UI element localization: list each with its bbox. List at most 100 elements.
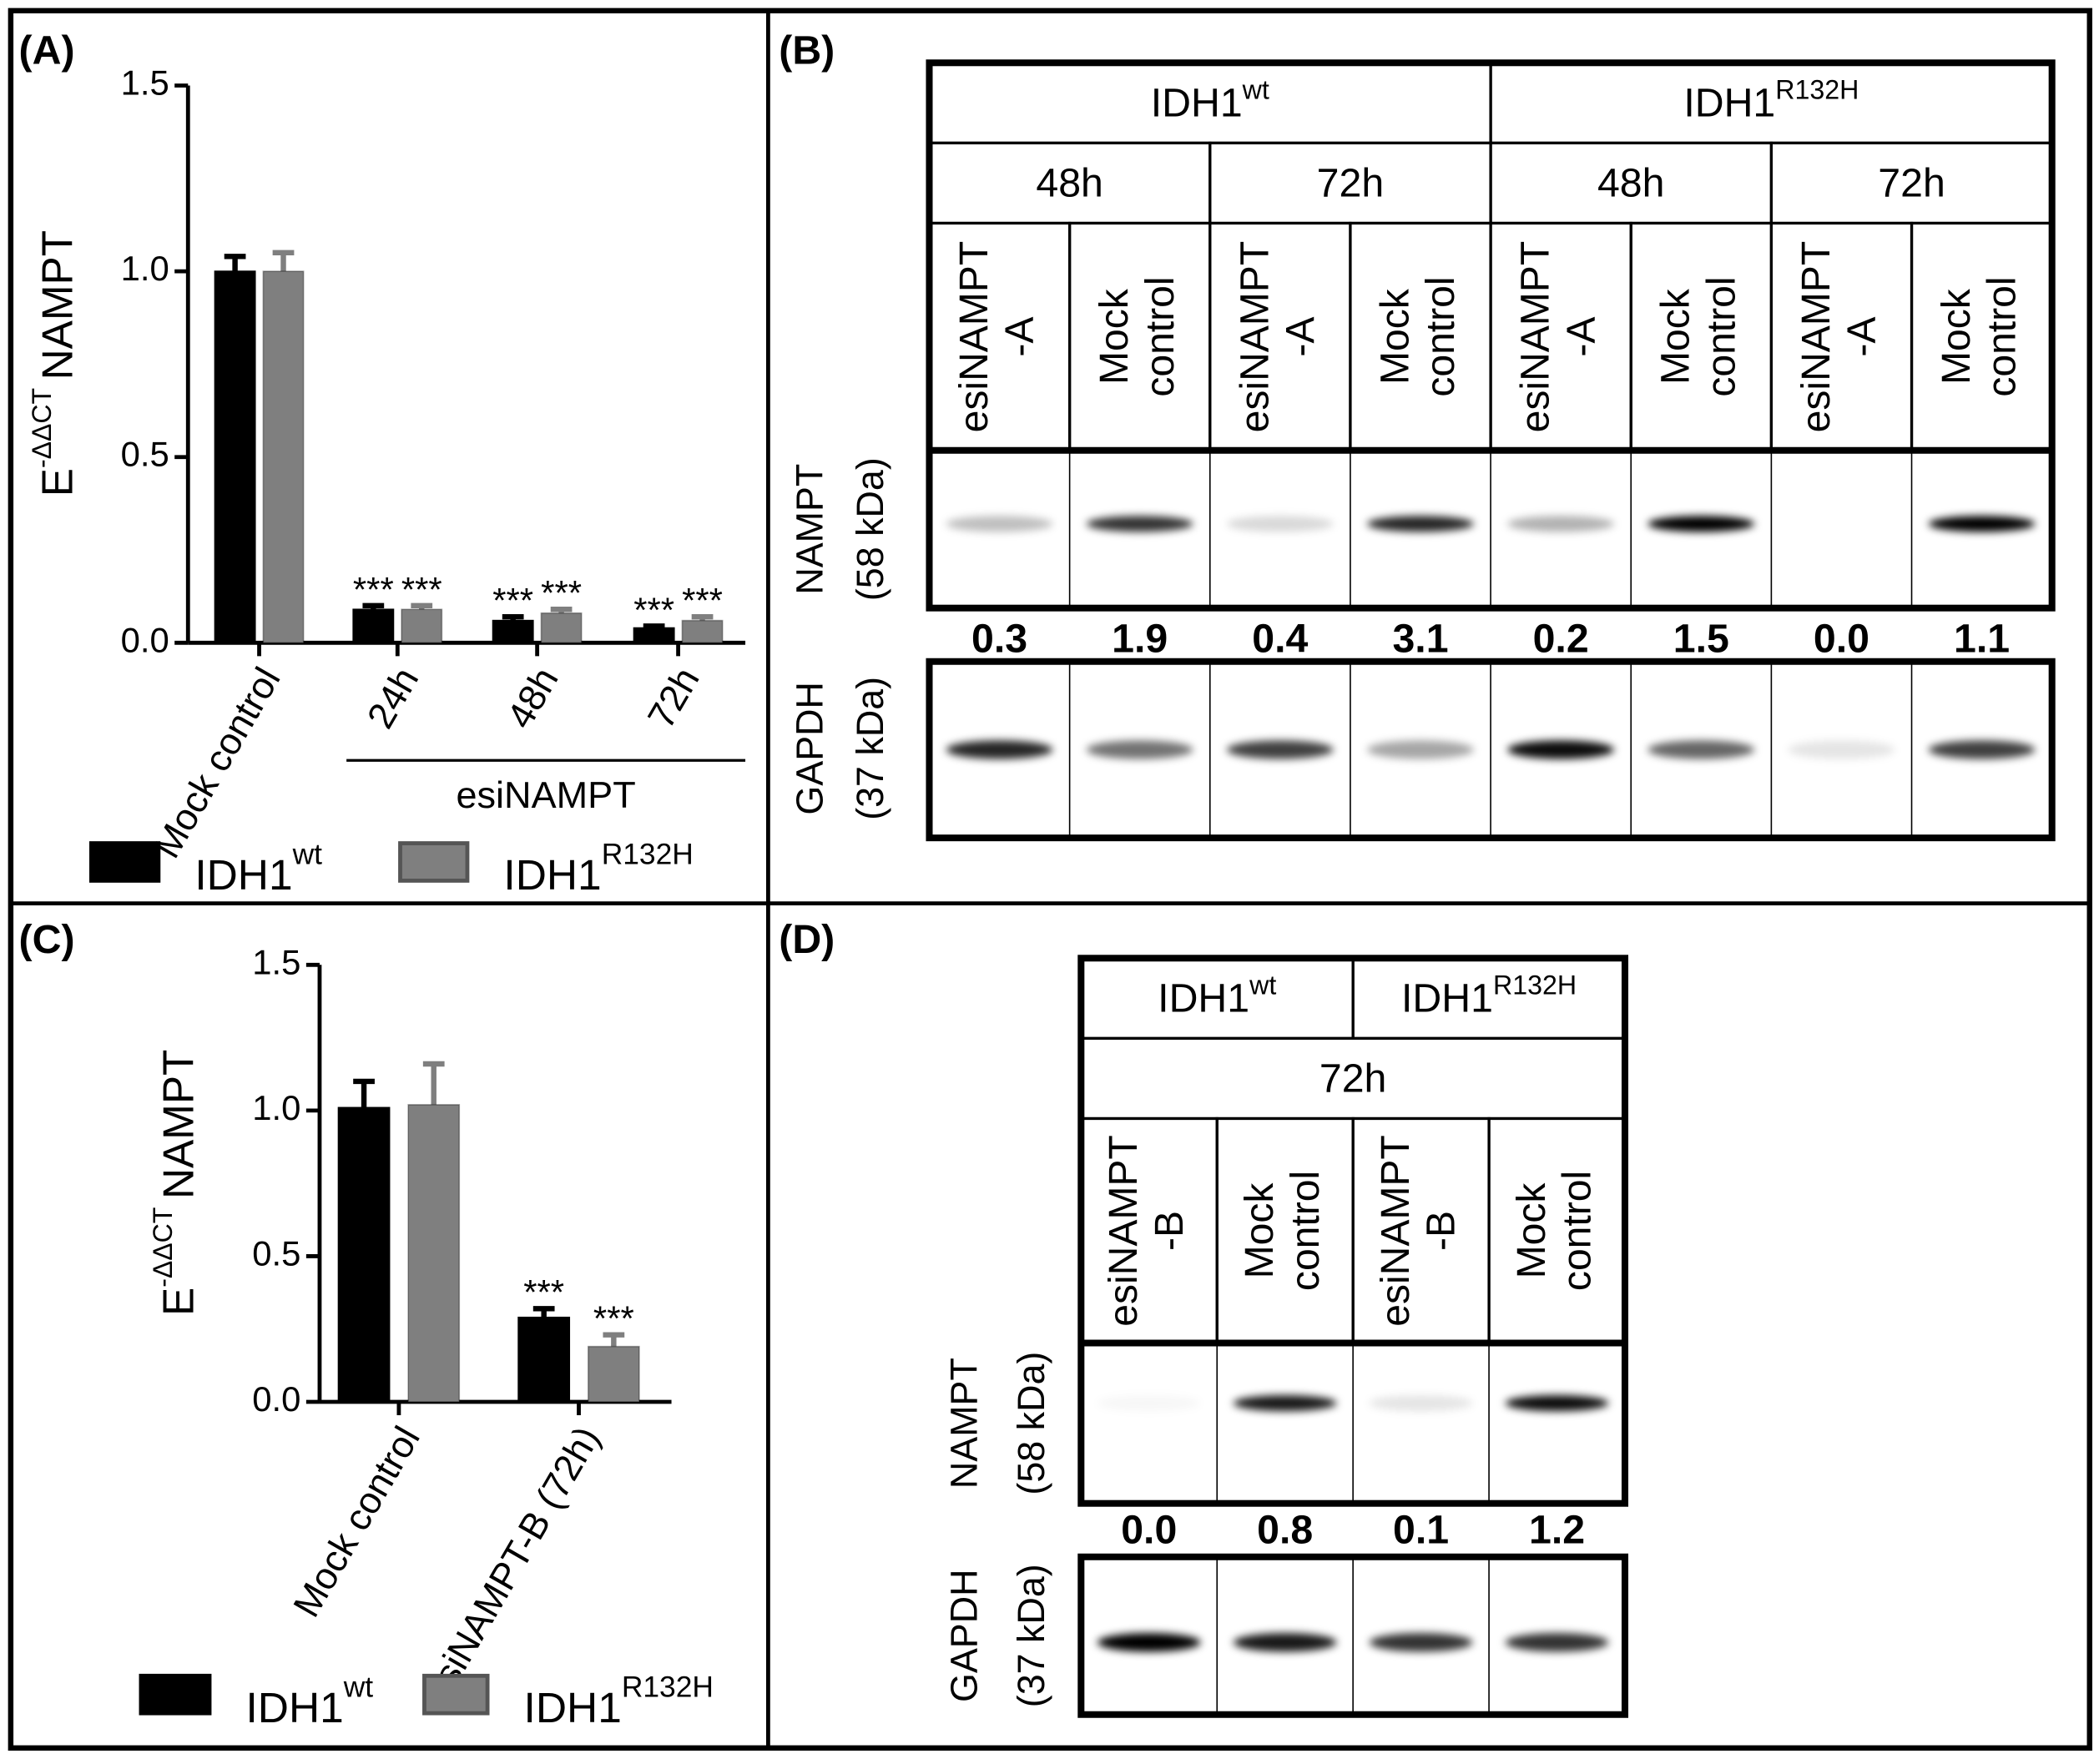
band bbox=[946, 740, 1053, 759]
y-tick-label: 0.0 bbox=[252, 1379, 300, 1419]
lane-label: -A bbox=[997, 316, 1042, 357]
lane-label: control bbox=[1418, 277, 1463, 397]
density-value: 1.9 bbox=[1112, 617, 1168, 662]
band bbox=[1233, 1633, 1337, 1652]
density-value: 1.2 bbox=[1529, 1508, 1585, 1553]
x-tick-label: Mock control bbox=[145, 660, 289, 865]
bar bbox=[681, 619, 724, 644]
lane-label: control bbox=[1698, 277, 1743, 397]
band-size: (37 kDa) bbox=[1010, 1564, 1052, 1707]
band bbox=[1507, 740, 1615, 759]
band bbox=[1097, 1395, 1201, 1411]
panel-label: (D) bbox=[779, 917, 835, 962]
time-header: 72h bbox=[1319, 1056, 1387, 1101]
band bbox=[1367, 516, 1474, 532]
lane-label: Mock bbox=[1092, 288, 1137, 385]
blot-frame bbox=[926, 59, 2056, 612]
band-size: (58 kDa) bbox=[1010, 1352, 1052, 1495]
significance-label: *** bbox=[353, 570, 394, 609]
y-axis-label-part: NAMPT bbox=[33, 230, 81, 380]
group-header: IDH1R132H bbox=[1683, 75, 1859, 125]
density-value: 0.8 bbox=[1257, 1508, 1313, 1553]
x-tick-label: Mock control bbox=[285, 1419, 428, 1625]
lane-label: -B bbox=[1147, 1211, 1192, 1251]
time-header: 72h bbox=[1317, 160, 1385, 205]
group-name: IDH1 bbox=[1683, 80, 1775, 125]
band bbox=[1788, 740, 1895, 759]
density-value: 1.1 bbox=[1954, 617, 2010, 662]
density-value: 0.2 bbox=[1533, 617, 1589, 662]
legend-swatch bbox=[89, 841, 161, 883]
density-value: 0.4 bbox=[1252, 617, 1308, 662]
bar bbox=[337, 1106, 391, 1403]
x-tick-label: 48h bbox=[498, 660, 567, 735]
significance-label: *** bbox=[633, 590, 674, 629]
band bbox=[1226, 740, 1334, 759]
legend-label: IDH1wt bbox=[194, 839, 322, 899]
y-tick-label: 1.5 bbox=[252, 942, 300, 981]
legend-name-sup: R132H bbox=[602, 839, 694, 871]
group-label: esiNAMPT bbox=[456, 774, 635, 816]
group-header: IDH1wt bbox=[1151, 75, 1269, 125]
band-name: GAPDH bbox=[942, 1570, 985, 1702]
group-sup: wt bbox=[1242, 75, 1269, 105]
lane-label: Mock bbox=[1372, 288, 1417, 385]
time-header: 72h bbox=[1878, 160, 1945, 205]
y-axis-label: E-ΔΔCT NAMPT bbox=[148, 1050, 201, 1316]
lane-label: esiNAMPT bbox=[1794, 241, 1839, 433]
y-axis-label-sup: -ΔΔCT bbox=[148, 1207, 178, 1288]
group-header: IDH1wt bbox=[1158, 970, 1276, 1021]
bar bbox=[587, 1345, 640, 1403]
significance-label: *** bbox=[401, 570, 442, 609]
density-value: 0.0 bbox=[1814, 617, 1869, 662]
significance-label: *** bbox=[541, 573, 582, 612]
group-sup: R132H bbox=[1775, 75, 1859, 105]
band bbox=[1928, 516, 2036, 532]
density-value: 3.1 bbox=[1392, 617, 1448, 662]
band bbox=[1367, 740, 1474, 759]
legend-name-sup: wt bbox=[292, 839, 323, 871]
time-header: 48h bbox=[1036, 160, 1103, 205]
lane-label: esiNAMPT bbox=[951, 241, 997, 433]
x-tick-label: 72h bbox=[639, 660, 708, 735]
band bbox=[1369, 1633, 1473, 1652]
y-tick-label: 0.5 bbox=[252, 1234, 300, 1273]
lane-label: esiNAMPT bbox=[1512, 241, 1557, 433]
legend-name: IDH1 bbox=[245, 1684, 343, 1731]
band-size: (58 kDa) bbox=[849, 457, 891, 601]
lane-label: Mock bbox=[1237, 1182, 1282, 1279]
group-name: IDH1 bbox=[1401, 975, 1493, 1021]
legend-name: IDH1 bbox=[524, 1684, 622, 1731]
lane-label: -A bbox=[1278, 316, 1323, 357]
panel-label: (C) bbox=[19, 917, 75, 962]
lane-label: -A bbox=[1558, 316, 1603, 357]
blot-frame bbox=[926, 658, 2056, 842]
bar bbox=[352, 608, 395, 644]
legend-name-sup: wt bbox=[343, 1671, 374, 1704]
band bbox=[1233, 1394, 1337, 1412]
bar bbox=[401, 608, 443, 644]
band bbox=[1647, 740, 1755, 759]
group-sup: R132H bbox=[1493, 970, 1577, 1000]
band bbox=[946, 516, 1053, 532]
legend-name: IDH1 bbox=[194, 851, 292, 899]
legend-label: IDH1wt bbox=[245, 1671, 373, 1731]
band bbox=[1097, 1633, 1201, 1652]
legend-label: IDH1R132H bbox=[503, 839, 693, 899]
y-axis-label-sup: -ΔΔCT bbox=[28, 388, 58, 468]
band bbox=[1505, 1394, 1609, 1412]
bar bbox=[214, 270, 256, 644]
bar bbox=[407, 1104, 461, 1403]
significance-label: *** bbox=[593, 1299, 634, 1338]
band-name: NAMPT bbox=[942, 1358, 985, 1489]
significance-label: *** bbox=[682, 581, 723, 620]
lane-label: Mock bbox=[1653, 288, 1698, 385]
bar bbox=[633, 627, 675, 644]
legend-swatch bbox=[139, 1673, 212, 1716]
lane-label: -B bbox=[1419, 1211, 1464, 1251]
significance-label: *** bbox=[492, 581, 533, 620]
panel-label: (A) bbox=[19, 28, 75, 73]
panel-label: (B) bbox=[779, 28, 835, 73]
